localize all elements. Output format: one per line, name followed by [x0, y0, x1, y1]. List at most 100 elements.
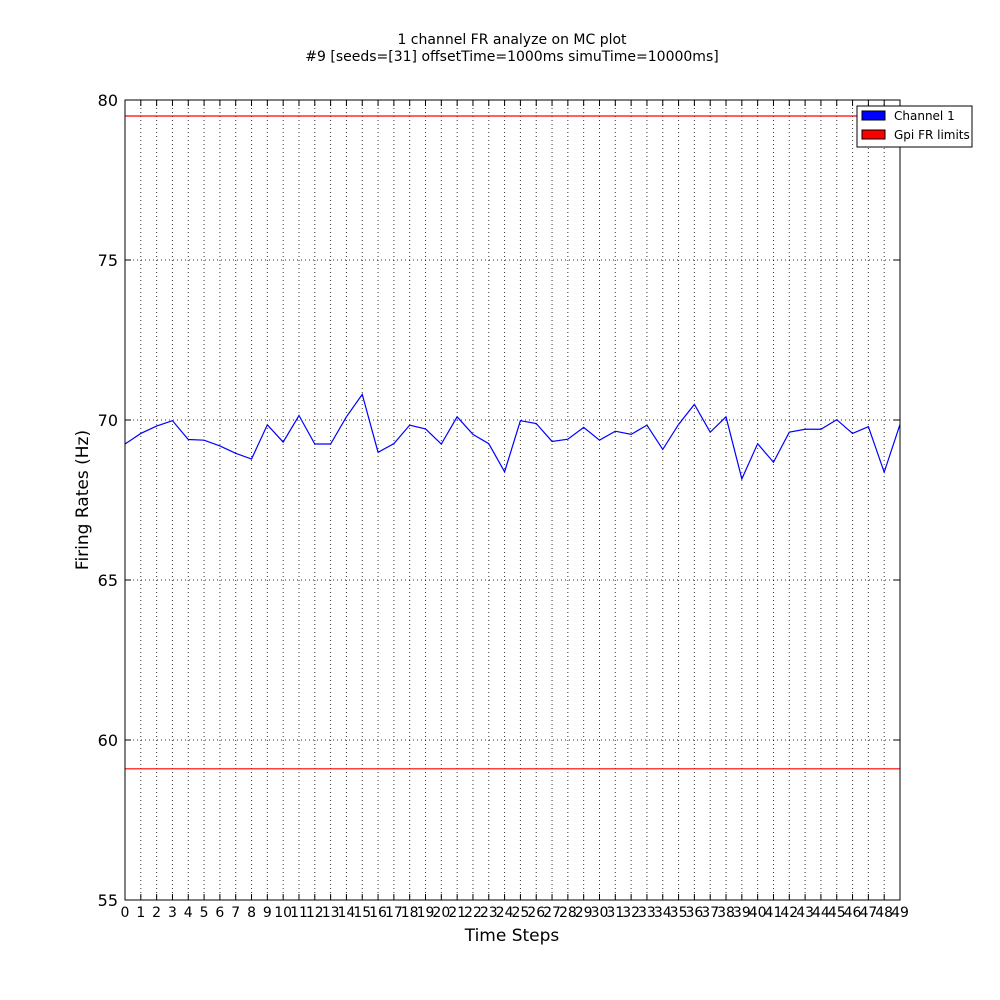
series-line-0	[124, 393, 901, 481]
data-point-0-48	[883, 471, 886, 474]
data-point-0-34	[661, 448, 664, 451]
x-tick-label-35: 35	[670, 905, 688, 921]
y-axis-label: Firing Rates (Hz)	[73, 430, 93, 570]
y-tick-label-2: 65	[98, 571, 118, 590]
data-point-0-9	[266, 423, 269, 426]
x-tick-label-16: 16	[369, 905, 387, 921]
x-tick-label-3: 3	[168, 905, 177, 921]
x-tick-label-12: 12	[306, 905, 324, 921]
x-tick-label-33: 33	[638, 905, 656, 921]
x-tick-label-0: 0	[121, 905, 130, 921]
data-point-0-25	[519, 419, 522, 422]
x-axis-ticks: 0 1 2 3 4 5 6 7 8 9 101112131415161718192021222324…	[121, 100, 909, 921]
data-point-0-3	[171, 419, 174, 422]
data-point-0-16	[377, 451, 380, 454]
x-tick-label-5: 5	[200, 905, 209, 921]
x-tick-label-25: 25	[511, 905, 529, 921]
data-point-0-43	[804, 428, 807, 431]
data-point-0-30	[598, 439, 601, 442]
x-tick-label-38: 38	[717, 905, 735, 921]
x-tick-label-2: 2	[152, 905, 161, 921]
data-point-0-10	[282, 441, 285, 444]
y-axis-ticks: 55 60 65 70 75 80	[98, 91, 900, 910]
data-point-0-36	[693, 403, 696, 406]
x-tick-label-30: 30	[591, 905, 609, 921]
chart-title: 1 channel FR analyze on MC plot	[397, 32, 627, 48]
x-tick-label-4: 4	[184, 905, 193, 921]
x-tick-label-8: 8	[247, 905, 256, 921]
data-point-0-2	[155, 425, 158, 428]
x-tick-label-10: 10	[274, 905, 292, 921]
data-point-0-19	[424, 427, 427, 430]
data-point-0-28	[566, 438, 569, 441]
data-point-0-12	[313, 443, 316, 446]
data-point-0-38	[725, 415, 728, 418]
data-point-0-4	[187, 438, 190, 441]
x-tick-label-26: 26	[527, 905, 545, 921]
y-tick-label-3: 70	[98, 411, 118, 430]
data-point-0-14	[345, 415, 348, 418]
x-tick-label-43: 43	[796, 905, 814, 921]
x-tick-label-15: 15	[353, 905, 371, 921]
x-tick-label-6: 6	[215, 905, 224, 921]
x-tick-label-21: 21	[448, 905, 466, 921]
y-tick-label-1: 60	[98, 731, 118, 750]
data-point-0-21	[456, 415, 459, 418]
data-point-0-44	[819, 428, 822, 431]
x-tick-label-41: 41	[765, 905, 783, 921]
data-point-0-11	[297, 414, 300, 417]
x-tick-label-19: 19	[417, 905, 435, 921]
data-point-0-42	[788, 431, 791, 434]
x-tick-label-22: 22	[464, 905, 482, 921]
data-point-0-32	[630, 433, 633, 436]
x-tick-label-9: 9	[263, 905, 272, 921]
data-point-0-5	[203, 439, 206, 442]
x-tick-label-14: 14	[338, 905, 356, 921]
series-lines	[124, 393, 901, 481]
legend-swatch-gpi-fr-limits	[861, 129, 886, 140]
data-point-0-40	[756, 442, 759, 445]
data-point-0-20	[440, 443, 443, 446]
x-tick-label-23: 23	[480, 905, 498, 921]
x-tick-label-1: 1	[136, 905, 145, 921]
data-point-0-35	[677, 423, 680, 426]
x-tick-label-24: 24	[496, 905, 514, 921]
x-tick-label-39: 39	[733, 905, 751, 921]
x-tick-label-40: 40	[749, 905, 767, 921]
data-point-0-23	[487, 442, 490, 445]
x-tick-label-46: 46	[844, 905, 862, 921]
x-tick-label-28: 28	[559, 905, 577, 921]
x-tick-label-45: 45	[828, 905, 846, 921]
data-point-0-22	[471, 433, 474, 436]
data-point-0-18	[408, 424, 411, 427]
legend-label-channel-1: Channel 1	[894, 109, 955, 123]
x-tick-label-18: 18	[401, 905, 419, 921]
data-point-0-41	[772, 461, 775, 464]
x-tick-label-48: 48	[875, 905, 893, 921]
x-tick-label-27: 27	[543, 905, 561, 921]
data-point-0-26	[535, 422, 538, 425]
data-point-0-13	[329, 443, 332, 446]
data-point-0-7	[234, 452, 237, 455]
x-tick-label-34: 34	[654, 905, 672, 921]
data-point-0-46	[851, 432, 854, 435]
data-point-0-33	[645, 424, 648, 427]
y-tick-label-5: 80	[98, 91, 118, 110]
data-point-0-15	[361, 393, 364, 396]
data-point-0-6	[218, 444, 221, 447]
x-axis-label: Time Steps	[464, 926, 560, 946]
data-point-0-1	[139, 432, 142, 435]
data-point-0-37	[709, 431, 712, 434]
x-tick-label-36: 36	[685, 905, 703, 921]
x-tick-label-11: 11	[290, 905, 308, 921]
plot-frame	[124, 99, 901, 901]
x-tick-label-17: 17	[385, 905, 403, 921]
data-point-0-39	[740, 477, 743, 480]
chart-subtitle: #9 [seeds=[31] offsetTime=1000ms simuTim…	[305, 49, 718, 65]
data-point-0-27	[551, 440, 554, 443]
legend: Channel 1 Gpi FR limits	[856, 105, 973, 148]
limit-lines	[125, 115, 900, 770]
data-point-0-31	[614, 430, 617, 433]
